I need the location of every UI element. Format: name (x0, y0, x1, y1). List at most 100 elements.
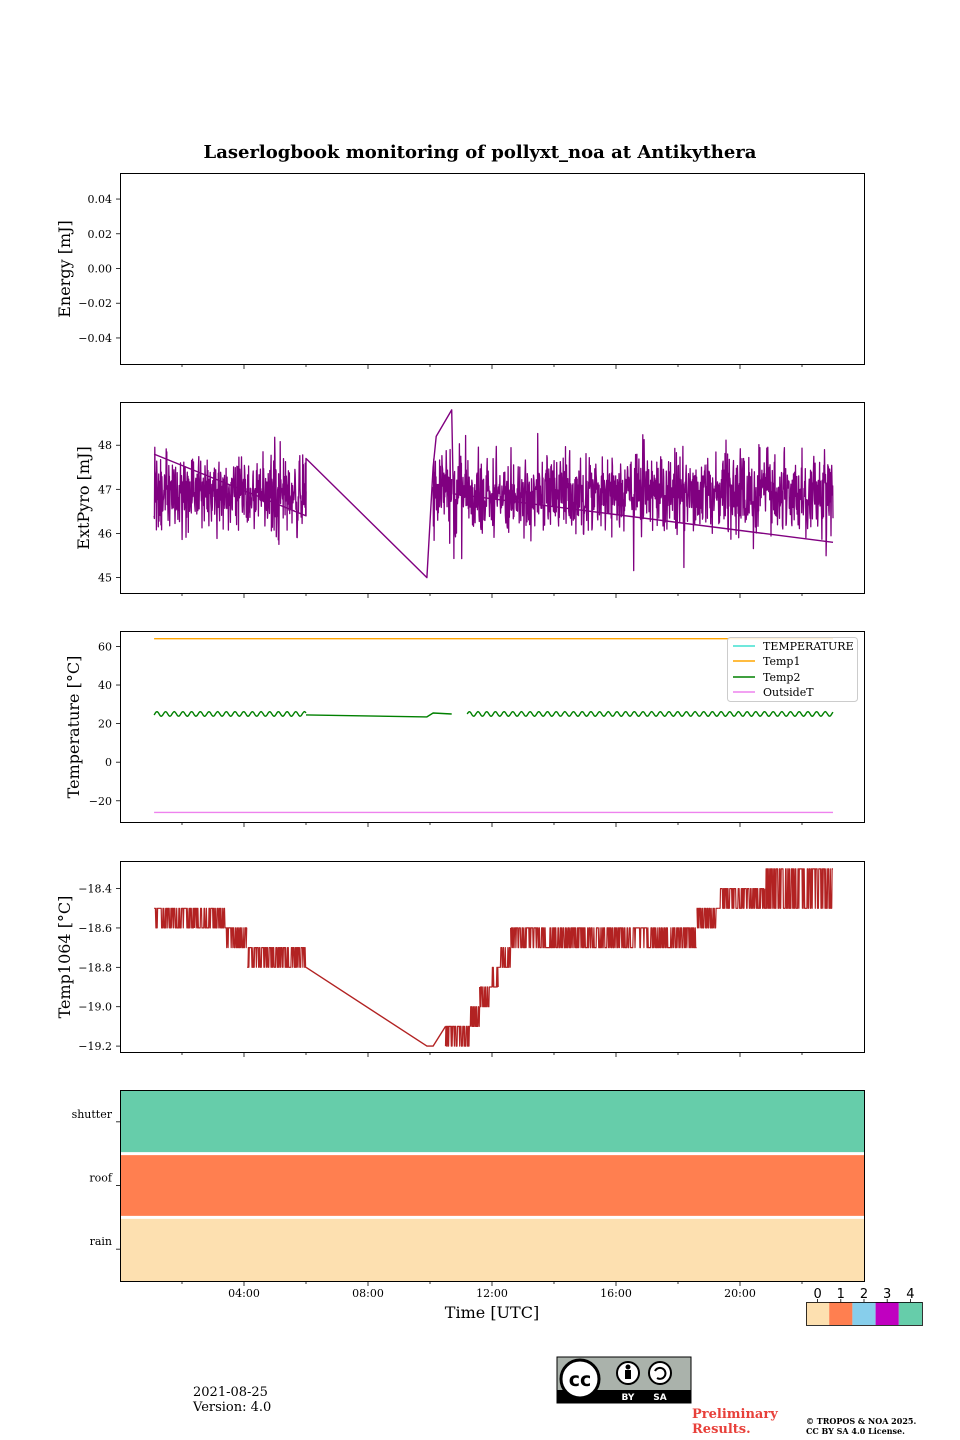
y-tick-label: −0.04 (78, 332, 112, 345)
status-row-rain (120, 1217, 864, 1281)
legend-label-temp1: Temp1 (763, 655, 800, 668)
temp1064-yticks: −18.4 −18.6 −18.8 −19.0 −19.2 (78, 883, 120, 1053)
y-tick-label: 0 (105, 756, 112, 769)
y-tick-label: 0.00 (88, 263, 113, 276)
y-tick-label: 40 (98, 679, 112, 692)
cc-logo-icon (559, 1358, 601, 1400)
energy-xticks (181, 364, 803, 369)
extpyro-panel: ExtPyro [mJ] 45 46 47 48 (74, 402, 865, 598)
footer-version: Version: 4.0 (192, 1400, 271, 1415)
temp1064-series (153, 868, 834, 1047)
colorbar-label: 0 (813, 1287, 821, 1302)
series-temp1064-steps (479, 986, 493, 1008)
series-extpyro-segment (452, 432, 834, 572)
x-tick-label: 12:00 (476, 1287, 508, 1300)
y-tick-label: 0.02 (88, 228, 113, 241)
energy-ylabel: Energy [mJ] (55, 220, 74, 318)
temp1064-panel: Temp1064 [°C] −18.4 −18.6 −18.8 −19.0 −19.2 (55, 861, 865, 1057)
preliminary-label-line2: Results. (692, 1422, 751, 1437)
footer: 2021-08-25 Version: 4.0 cc BY SA Prelimi… (192, 1356, 916, 1437)
temperature-panel: Temperature [°C] 60 40 20 0 −20 TEMPERATURE … (64, 631, 865, 827)
status-rows: shutter roof rain (72, 1090, 864, 1281)
temp1064-axes-frame (120, 861, 865, 1053)
colorbar-swatch (875, 1302, 899, 1325)
x-axis-label: Time [UTC] (445, 1303, 539, 1322)
status-row-label: rain (90, 1235, 112, 1248)
series-extpyro-segment (153, 436, 307, 546)
y-tick-label: −18.8 (78, 961, 112, 974)
status-row-roof (120, 1153, 864, 1218)
series-temp1064-line (305, 966, 447, 1047)
share-alike-arrow (654, 1366, 667, 1380)
y-tick-label: 0.04 (88, 193, 113, 206)
energy-axes-frame (120, 173, 865, 365)
extpyro-series (153, 409, 834, 579)
temp1064-ylabel: Temp1064 [°C] (55, 896, 74, 1019)
series-temp1064-steps (510, 927, 697, 949)
y-tick-label: −18.6 (78, 922, 112, 935)
series-temp1064-steps (444, 1025, 471, 1047)
y-tick-label: 47 (98, 483, 112, 496)
status-row-shutter (120, 1090, 864, 1154)
temperature-xticks (181, 822, 803, 827)
chart-title: Laserlogbook monitoring of pollyxt_noa a… (204, 142, 757, 163)
footer-date: 2021-08-25 (193, 1385, 268, 1400)
cc-sa-text: SA (653, 1393, 666, 1403)
colorbar-label: 2 (860, 1287, 868, 1302)
y-tick-label: 46 (98, 527, 112, 540)
y-tick-label: 45 (98, 572, 112, 585)
colorbar-label: 3 (883, 1287, 891, 1302)
status-xticks: 04:00 08:00 12:00 16:00 20:00 (181, 1281, 803, 1300)
attribution-person-head (625, 1364, 631, 1370)
temperature-axes-frame (120, 631, 865, 823)
status-panel: shutter roof rain 04:00 08:00 12:00 16:00 20:0… (72, 1090, 865, 1322)
colorbar-frame (806, 1302, 923, 1326)
preliminary-label-line1: Preliminary (692, 1407, 778, 1422)
colorbar-label: 1 (837, 1287, 845, 1302)
colorbar-swatch (829, 1302, 853, 1325)
y-tick-label: −18.4 (78, 883, 112, 896)
y-tick-label: 48 (98, 439, 112, 452)
extpyro-yticks: 45 46 47 48 (98, 439, 120, 585)
copyright-line2: CC BY SA 4.0 License. (806, 1426, 905, 1436)
share-alike-icon (648, 1361, 672, 1385)
legend-frame (727, 637, 858, 702)
colorbar-swatch (806, 1302, 830, 1325)
status-row-label: roof (89, 1172, 113, 1185)
cc-logo-text: cc (569, 1369, 592, 1391)
cc-license-badge: cc BY SA (556, 1356, 692, 1404)
y-tick-label: 20 (98, 718, 112, 731)
colorbar-label: 4 (906, 1287, 914, 1302)
extpyro-xticks (181, 593, 803, 598)
colorbar-swatch (898, 1302, 922, 1325)
series-temp2-oscillation (153, 710, 307, 717)
colorbar-swatch (852, 1302, 876, 1325)
series-temp1064-steps (153, 907, 195, 929)
x-tick-label: 16:00 (600, 1287, 632, 1300)
energy-yticks: 0.04 0.02 0.00 −0.02 −0.04 (78, 193, 120, 345)
x-tick-label: 08:00 (352, 1287, 384, 1300)
temperature-legend: TEMPERATURE Temp1 Temp2 OutsideT (727, 637, 858, 702)
series-temp1064-steps (498, 947, 512, 968)
extpyro-axes-frame (120, 402, 865, 594)
series-temp1064-steps (764, 868, 834, 909)
y-tick-label: 60 (98, 640, 112, 653)
temperature-ylabel: Temperature [°C] (64, 656, 83, 799)
y-tick-label: −0.02 (78, 297, 112, 310)
attribution-person-body (625, 1370, 631, 1379)
series-temp1064-steps (193, 907, 226, 929)
series-temp1064-steps (469, 1006, 481, 1027)
temperature-yticks: 60 40 20 0 −20 (89, 640, 120, 808)
y-tick-label: −19.2 (78, 1040, 112, 1053)
legend-label-temperature: TEMPERATURE (763, 640, 854, 653)
status-row-label: shutter (72, 1108, 113, 1121)
series-temp1064-steps (246, 947, 307, 968)
series-temp2-line (305, 712, 452, 718)
series-temp1064-steps (225, 927, 248, 949)
x-tick-label: 20:00 (724, 1287, 756, 1300)
series-temp1064-steps (491, 966, 499, 988)
y-tick-label: −19.0 (78, 1001, 112, 1014)
legend-label-outsidet: OutsideT (763, 686, 814, 699)
